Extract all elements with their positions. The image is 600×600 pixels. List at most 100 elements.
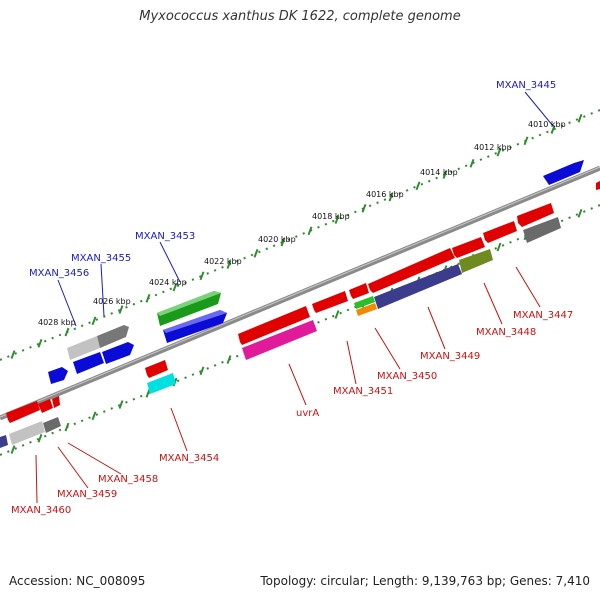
outer-major-tick [226,260,232,269]
kbp-label: 4022 kbp [204,257,242,266]
forward-strand-genes [48,160,600,384]
kbp-label: 4016 kbp [366,190,404,199]
gene-arrow-mxan-3453-blue-shade [163,310,227,333]
gene-arrow-mxan-3455-lightgray[interactable] [67,336,100,360]
outer-major-tick [145,293,151,303]
inner-major-tick [118,400,124,409]
gene-arrow-mxan-3455-blue-a[interactable] [73,352,104,374]
gene-label-mxan-3453[interactable]: MXAN_3453 [135,231,195,242]
inner-major-tick [145,388,151,398]
gene-arrow-mxan-3449-red[interactable] [368,248,455,293]
gene-label-mxan-3450[interactable]: MXAN_3450 [377,371,437,382]
outer-major-tick [415,181,421,191]
outer-major-tick [199,271,205,281]
gene-arrow-mxan-3455-blue-b[interactable] [102,342,134,364]
inner-major-tick [226,355,232,364]
map-title: Myxococcus xanthus DK 1622, complete gen… [139,9,461,24]
outer-major-tick [172,282,178,292]
accession-text: Accession: NC_008095 [9,574,146,588]
gene-arrow-mxan-3453-blue[interactable] [163,310,227,343]
gene-arrow-red-f[interactable] [6,401,40,423]
gene-arrow-mxan-3450-orange[interactable] [356,303,377,316]
outer-major-tick [10,350,16,359]
gene-label-mxan-3448[interactable]: MXAN_3448 [476,327,536,338]
outer-major-tick [334,215,340,224]
kbp-label: 4026 kbp [93,297,131,306]
gene-arrow-mxan-3449[interactable] [374,264,462,309]
inner-major-tick [64,422,70,432]
gene-arrow-red-d[interactable] [238,306,310,345]
topology-text: Topology: circular; Length: 9,139,763 bp… [260,574,590,588]
kbp-label: 4012 kbp [474,143,512,152]
inner-major-tick [199,366,205,376]
gene-label-mxan-3459[interactable]: MXAN_3459 [57,489,117,500]
gene-arrow-red-a[interactable] [483,221,517,243]
outer-major-tick [118,305,124,314]
gene-label-uvra[interactable]: uvrA [296,408,319,419]
inner-major-tick [577,208,583,218]
inner-major-tick [91,411,97,421]
gene-label-mxan-3454[interactable]: MXAN_3454 [159,453,219,464]
outer-major-tick [307,226,313,236]
genome-backbone [0,165,600,421]
gene-arrow-mxan-3453-green-shade [157,291,221,316]
gene-arrow-edge[interactable] [596,181,600,190]
inner-major-tick [334,310,340,319]
kbp-label: 4010 kbp [528,120,566,129]
outer-major-tick [496,147,502,157]
kbp-label: 4028 kbp [38,318,76,327]
gene-arrow-red-c[interactable] [349,283,369,299]
outer-major-tick [442,170,448,179]
reverse-leader-lines [35,266,541,504]
outer-major-tick [577,113,583,123]
gene-arrow-mxan-3448[interactable] [459,249,493,273]
kbp-label: 4014 kbp [420,168,458,177]
kbp-labels: 4010 kbp 4012 kbp 4014 kbp 4016 kbp 4018… [38,120,566,327]
gene-arrow-mxan-3456[interactable] [48,367,68,384]
gene-arrow-mxan-3459[interactable] [9,421,45,445]
outer-major-tick [91,316,97,326]
outer-major-tick [253,248,259,258]
genome-backbone-highlight [0,166,600,418]
gene-arrow-mxan-3460[interactable] [0,435,8,448]
inner-major-tick [37,433,43,443]
gene-label-mxan-3449[interactable]: MXAN_3449 [420,351,480,362]
reverse-gene-labels: MXAN_3447 MXAN_3448 MXAN_3449 MXAN_3450 … [11,310,573,516]
gene-arrow-mxan-3445[interactable] [543,160,584,185]
gene-arrow-uvra[interactable] [242,320,317,360]
kbp-label: 4018 kbp [312,212,350,221]
inner-major-tick [10,445,16,454]
gene-label-mxan-3456[interactable]: MXAN_3456 [29,268,89,279]
gene-arrow-mxan-3454[interactable] [147,373,176,394]
gene-label-mxan-3455[interactable]: MXAN_3455 [71,253,131,264]
gene-arrow-mxan-3455-darkgray[interactable] [97,325,129,348]
forward-gene-labels: MXAN_3445 MXAN_3453 MXAN_3455 MXAN_3456 [29,80,556,279]
gene-arrow-red-b[interactable] [452,237,485,258]
outer-major-tick [64,327,70,337]
gene-arrow-red-g[interactable] [38,399,53,413]
gene-arrow-mxan-3447[interactable] [517,203,554,227]
gene-label-mxan-3460[interactable]: MXAN_3460 [11,505,71,516]
outer-major-tick [37,338,43,348]
outer-major-tick [469,158,475,168]
forward-leader-lines [57,91,554,327]
kbp-label: 4024 kbp [149,278,187,287]
gene-label-mxan-3447[interactable]: MXAN_3447 [513,310,573,321]
gene-arrow-mxan-3453-green[interactable] [157,291,221,326]
gene-label-mxan-3445[interactable]: MXAN_3445 [496,80,556,91]
outer-major-tick [280,237,286,247]
major-ticks [10,113,583,454]
outer-major-tick [361,203,367,213]
gene-arrow-mxan-3451[interactable] [312,291,348,313]
outer-major-tick [550,125,556,134]
gene-arrow-mxan-3447-gray[interactable] [523,217,561,243]
reverse-strand-genes [0,203,561,448]
gene-arrow-red-h[interactable] [52,396,60,408]
gene-label-mxan-3451[interactable]: MXAN_3451 [333,386,393,397]
gene-label-mxan-3458[interactable]: MXAN_3458 [98,474,158,485]
gene-arrow-mxan-3458[interactable] [43,417,61,433]
gene-arrow-red-e[interactable] [145,360,168,378]
gene-arrow-mxan-3450-green[interactable] [354,296,375,309]
outer-major-tick [523,136,529,146]
